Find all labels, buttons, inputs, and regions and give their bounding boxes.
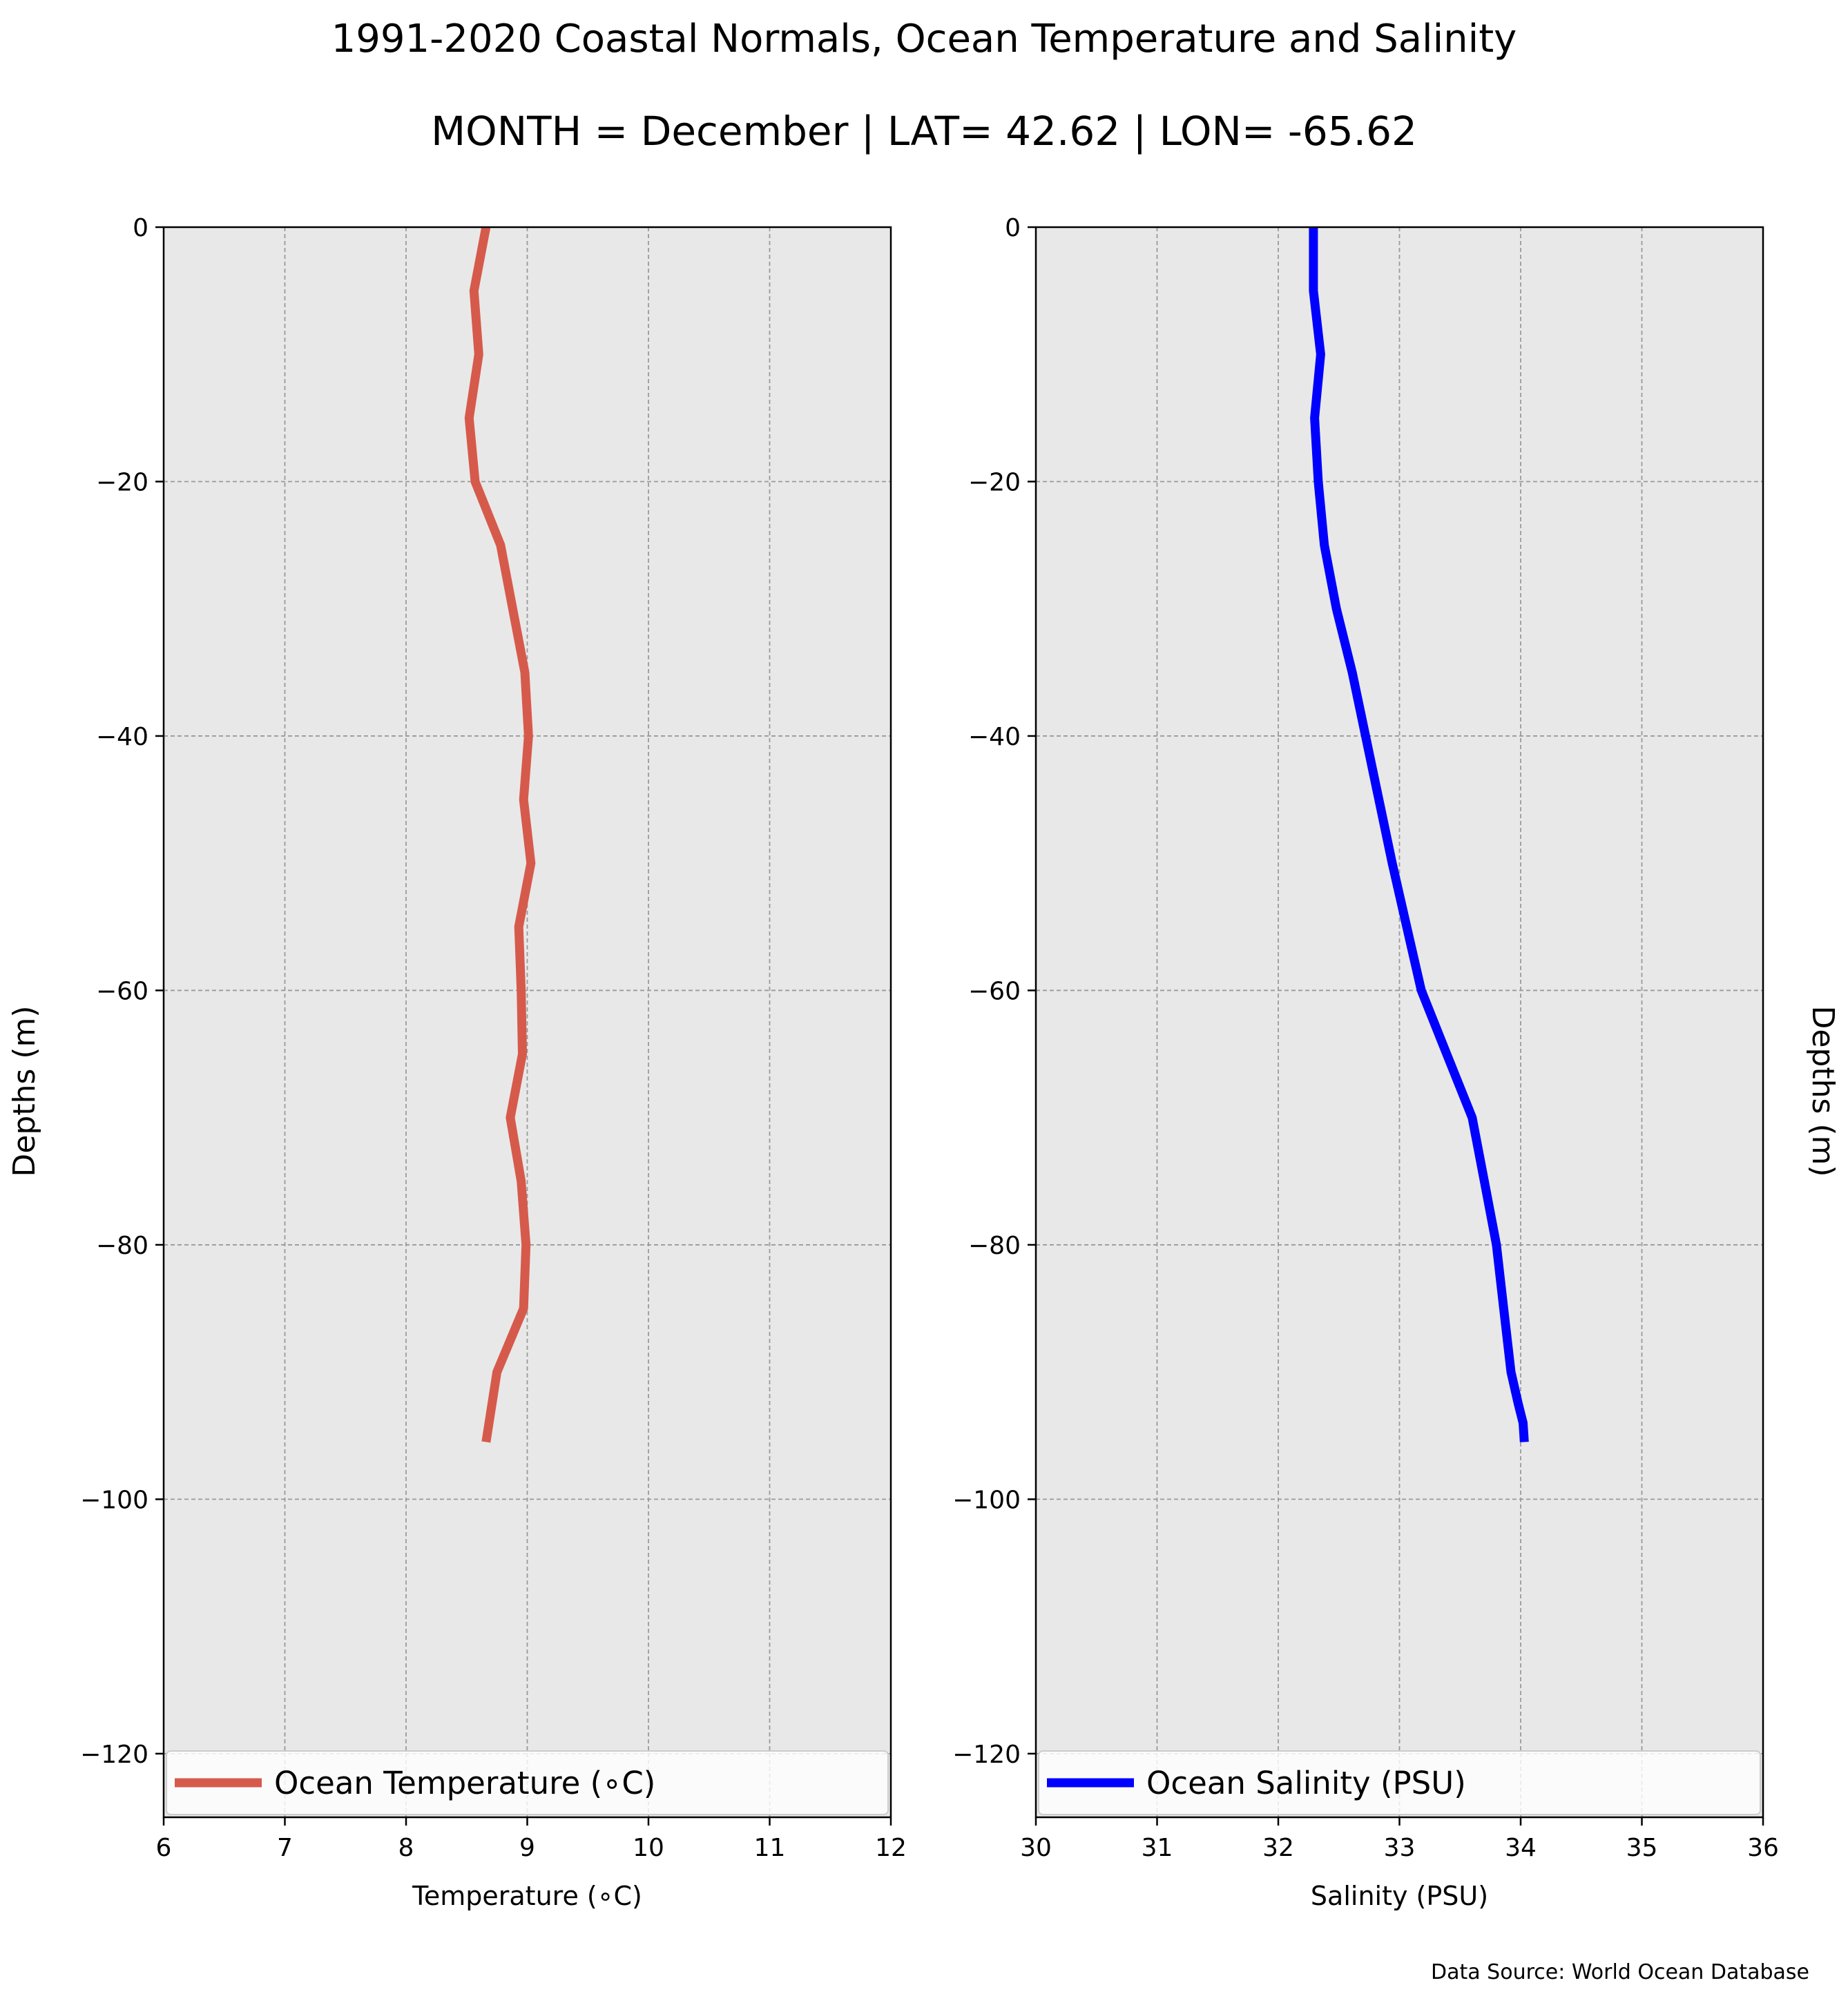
series-line-temperature: [464, 226, 536, 1443]
y-tick-label: −60: [96, 977, 148, 1005]
series-line-salinity: [1309, 227, 1529, 1442]
y-tick-label: −100: [952, 1486, 1021, 1514]
y-tick-label: −80: [968, 1232, 1021, 1260]
y-tick-label: −80: [96, 1232, 148, 1260]
x-tick-label: 32: [1262, 1834, 1294, 1862]
legend-box: [166, 1750, 889, 1815]
chart-title: 1991-2020 Coastal Normals, Ocean Tempera…: [331, 17, 1517, 61]
x-tick-label: 10: [633, 1834, 664, 1862]
x-axis-label: Temperature (∘C): [412, 1881, 642, 1911]
legend-box: [1038, 1750, 1761, 1815]
x-tick-label: 6: [156, 1834, 172, 1862]
x-tick-label: 11: [754, 1834, 786, 1862]
x-axis-label: Salinity (PSU): [1311, 1881, 1488, 1911]
x-tick-label: 9: [519, 1834, 535, 1862]
y-tick-label: −120: [952, 1741, 1021, 1769]
x-tick-label: 33: [1384, 1834, 1416, 1862]
x-tick-label: 12: [875, 1834, 907, 1862]
x-tick-label: 7: [277, 1834, 293, 1862]
salinity-panel: Ocean Salinity (PSU) 30 31 32 33 34 35 36 0 −20 −4…: [952, 214, 1840, 1911]
legend-label: Ocean Salinity (PSU): [1146, 1765, 1466, 1801]
y-tick-label: −100: [80, 1486, 148, 1514]
y-tick-label: −120: [80, 1741, 148, 1769]
x-tick-label: 31: [1142, 1834, 1173, 1862]
y-tick-label: −60: [968, 977, 1021, 1005]
legend-label: Ocean Temperature (∘C): [274, 1765, 655, 1801]
temperature-panel: Ocean Temperature (∘C) 6 7 8 9 10 11 12 0 −20 −40 −…: [7, 214, 907, 1911]
x-tick-label: 35: [1626, 1834, 1658, 1862]
source-note: Data Source: World Ocean Database: [1431, 1960, 1809, 1984]
chart-subtitle: MONTH = December | LAT= 42.62 | LON= -65…: [431, 108, 1417, 155]
y-tick-label: −20: [968, 468, 1021, 496]
y-tick-label: 0: [133, 214, 148, 242]
y-tick-label: −40: [96, 723, 148, 751]
x-tick-label: 8: [398, 1834, 414, 1862]
y-axis-label: Depths (m): [1805, 1005, 1840, 1177]
y-tick-label: 0: [1005, 214, 1021, 242]
y-tick-label: −40: [968, 723, 1021, 751]
x-tick-label: 36: [1747, 1834, 1779, 1862]
x-tick-label: 34: [1505, 1834, 1537, 1862]
y-tick-label: −20: [96, 468, 148, 496]
x-tick-label: 30: [1020, 1834, 1052, 1862]
y-axis-label: Depths (m): [7, 1005, 42, 1177]
